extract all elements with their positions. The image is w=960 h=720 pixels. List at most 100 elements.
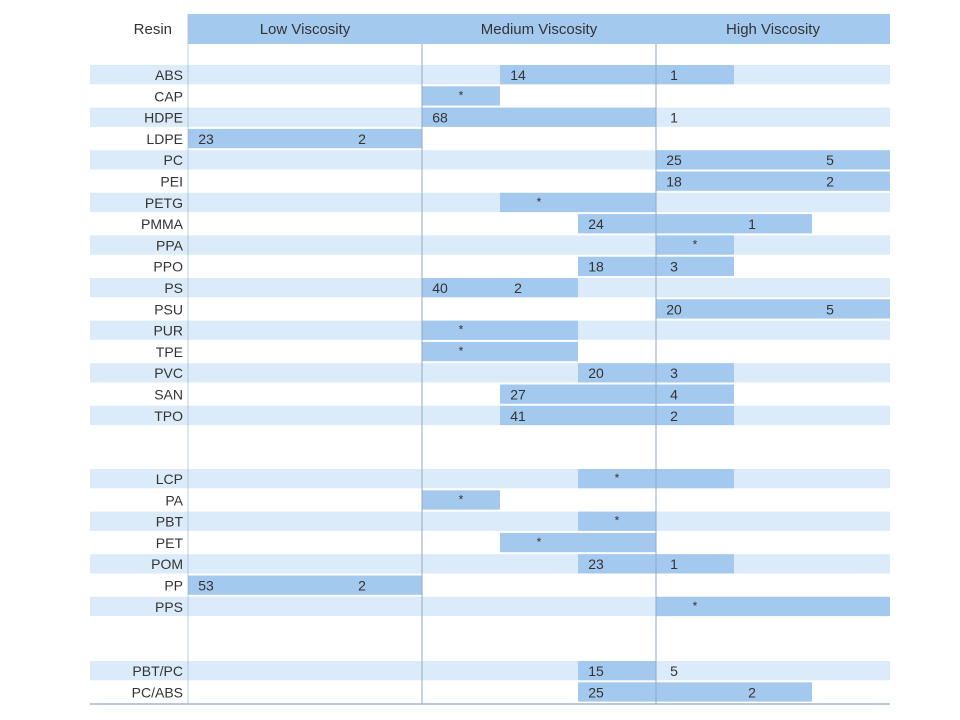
row-band xyxy=(90,511,890,531)
data-label-asterisk: * xyxy=(459,492,464,506)
resin-label: SAN xyxy=(154,387,183,403)
data-label: 40 xyxy=(432,280,448,296)
row-band xyxy=(90,363,890,383)
data-label-asterisk: * xyxy=(615,514,620,528)
data-label: 25 xyxy=(588,684,604,700)
viscosity-bar xyxy=(656,150,890,170)
data-label: 1 xyxy=(670,67,678,83)
viscosity-bar xyxy=(422,341,578,362)
data-label: 5 xyxy=(826,301,834,317)
data-label: 41 xyxy=(510,408,526,424)
data-label: 1 xyxy=(670,110,678,126)
data-label: 18 xyxy=(666,174,682,190)
resin-label: TPO xyxy=(154,408,183,424)
data-label: 25 xyxy=(666,152,682,168)
data-label: 2 xyxy=(358,578,366,594)
resin-header: Resin xyxy=(134,21,172,38)
resin-label: PC/ABS xyxy=(132,684,183,700)
grid-lines xyxy=(90,14,890,705)
header-background xyxy=(188,14,890,44)
viscosity-bar xyxy=(188,575,422,595)
data-label-asterisk: * xyxy=(615,471,620,485)
data-label: 4 xyxy=(670,387,678,403)
data-label: 3 xyxy=(670,365,678,381)
data-label: 15 xyxy=(588,663,604,679)
resin-label: PVC xyxy=(154,365,183,381)
column-header-medium: Medium Viscosity xyxy=(481,21,598,38)
resin-label: LDPE xyxy=(146,131,183,147)
data-label: 53 xyxy=(198,578,214,594)
column-header-high: High Viscosity xyxy=(726,21,820,38)
data-label: 1 xyxy=(670,556,678,572)
viscosity-bar xyxy=(500,384,734,404)
viscosity-bar xyxy=(656,171,890,191)
data-label: 5 xyxy=(826,152,834,168)
data-label-asterisk: * xyxy=(459,323,464,337)
data-label: 3 xyxy=(670,259,678,275)
resin-label: PPS xyxy=(155,599,183,615)
data-label: 14 xyxy=(510,67,526,83)
viscosity-bar xyxy=(422,490,500,510)
viscosity-bar xyxy=(578,214,812,234)
resin-label: TPE xyxy=(156,344,183,360)
viscosity-bar xyxy=(656,299,890,319)
viscosity-bar xyxy=(500,192,656,213)
viscosity-bar xyxy=(422,320,578,340)
resin-label: HDPE xyxy=(144,110,183,126)
viscosity-bar xyxy=(500,65,734,85)
resin-label: PPA xyxy=(156,237,184,253)
viscosity-bar xyxy=(422,107,656,127)
data-label: 2 xyxy=(826,174,834,190)
row-band xyxy=(90,235,890,255)
resin-label: PSU xyxy=(154,301,183,317)
data-label: 68 xyxy=(432,110,448,126)
data-label: 23 xyxy=(588,556,604,572)
row-band xyxy=(90,554,890,574)
resin-label: ABS xyxy=(155,67,183,83)
resin-label: LCP xyxy=(156,471,183,487)
resin-label: POM xyxy=(151,556,183,572)
viscosity-bar xyxy=(578,661,656,681)
data-label: 2 xyxy=(670,408,678,424)
data-label-asterisk: * xyxy=(459,344,464,358)
data-label-asterisk: * xyxy=(693,599,698,613)
resin-label: PA xyxy=(165,492,183,508)
data-label: 24 xyxy=(588,216,604,232)
data-label-asterisk: * xyxy=(693,237,698,251)
resin-label: PEI xyxy=(160,174,183,190)
row-band xyxy=(90,469,890,489)
resin-label: PBT xyxy=(156,514,184,530)
data-label-asterisk: * xyxy=(459,88,464,102)
resin-label: PBT/PC xyxy=(132,663,183,679)
data-label: 2 xyxy=(358,131,366,147)
data-label-asterisk: * xyxy=(537,535,542,549)
data-label: 5 xyxy=(670,663,678,679)
resin-label: PUR xyxy=(153,323,183,339)
resin-label: PMMA xyxy=(141,216,184,232)
viscosity-bar xyxy=(188,128,422,149)
viscosity-bar xyxy=(500,405,734,426)
resin-label: PS xyxy=(164,280,183,296)
resin-label: CAP xyxy=(154,88,183,104)
table-header: Resin Low Viscosity Medium Viscosity Hig… xyxy=(134,14,890,44)
viscosity-bar xyxy=(500,532,656,553)
data-label: 1 xyxy=(748,216,756,232)
data-label: 2 xyxy=(514,280,522,296)
row-band xyxy=(90,405,890,426)
resin-label: PET xyxy=(156,535,184,551)
data-label: 18 xyxy=(588,259,604,275)
data-label: 2 xyxy=(748,684,756,700)
row-band xyxy=(90,192,890,213)
viscosity-bar xyxy=(578,682,812,702)
data-label: 27 xyxy=(510,387,526,403)
data-label: 20 xyxy=(666,301,682,317)
data-label: 23 xyxy=(198,131,214,147)
resin-label: PETG xyxy=(145,195,183,211)
column-header-low: Low Viscosity xyxy=(260,21,351,38)
resin-label: PP xyxy=(164,578,183,594)
viscosity-bar xyxy=(656,235,734,255)
viscosity-bar xyxy=(422,278,578,298)
data-label-asterisk: * xyxy=(537,195,542,209)
viscosity-bar xyxy=(578,511,656,531)
data-label: 20 xyxy=(588,365,604,381)
